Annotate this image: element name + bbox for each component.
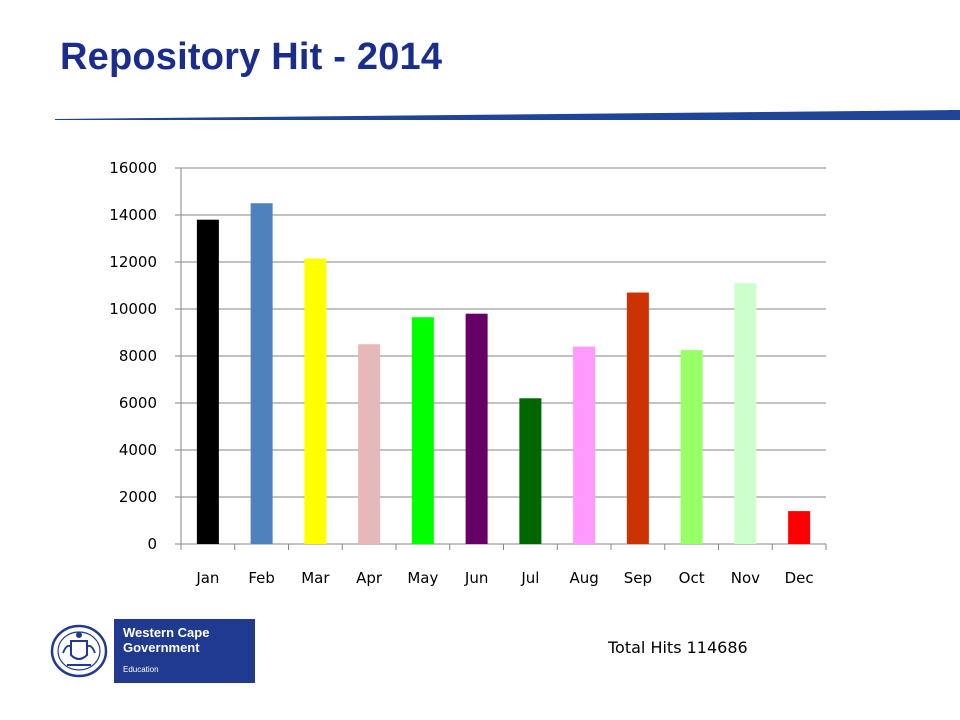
y-tick-label: 16000 (109, 159, 157, 177)
total-hits-label: Total Hits 114686 (608, 638, 748, 657)
bar-mar (304, 258, 327, 544)
x-axis-tick-labels: Jan Feb Mar Apr May Jun Jul Aug Sep Oct Nov Dec (195, 569, 813, 587)
y-axis-tick-labels: 0 2000 4000 6000 8000 10000 12000 14000 16000 (109, 159, 157, 553)
y-tick-label: 8000 (119, 347, 157, 365)
logo-text: Western Cape Government Education (114, 619, 209, 683)
chart-axes (175, 168, 827, 550)
logo-name-line1: Western Cape (123, 625, 210, 640)
y-tick-label: 6000 (119, 394, 157, 412)
x-tick-label: Dec (785, 569, 814, 587)
bar-dec (788, 511, 811, 544)
x-tick-label: Apr (356, 569, 383, 587)
bar-jul (519, 398, 542, 544)
y-tick-label: 2000 (119, 488, 157, 506)
y-tick-label: 14000 (109, 206, 157, 224)
bar-aug (573, 346, 596, 544)
y-tick-label: 12000 (109, 253, 157, 271)
header-divider-bar (55, 110, 960, 120)
x-tick-label: Feb (248, 569, 275, 587)
header-divider-square (948, 110, 960, 120)
x-tick-label: Oct (679, 569, 705, 587)
y-tick-label: 10000 (109, 300, 157, 318)
bar-may (411, 317, 434, 544)
y-tick-label: 4000 (119, 441, 157, 459)
bar-apr (358, 344, 381, 544)
bar-jun (465, 313, 488, 544)
logo-name-line2: Government (123, 640, 200, 655)
logo-department: Education (123, 665, 159, 674)
header-divider (55, 110, 960, 120)
western-cape-government-logo: Western Cape Government Education (44, 619, 255, 683)
y-tick-label: 0 (147, 535, 157, 553)
x-tick-label: Nov (731, 569, 760, 587)
bar-feb (250, 203, 273, 544)
chart-bars (196, 203, 811, 544)
x-tick-label: Sep (624, 569, 652, 587)
bar-jan (196, 219, 219, 544)
chart-gridlines (175, 167, 826, 498)
x-tick-label: May (407, 569, 438, 587)
bar-sep (626, 292, 649, 544)
crest-box (44, 619, 114, 683)
slide-title: Repository Hit - 2014 (60, 36, 443, 78)
bar-oct (680, 350, 703, 544)
x-tick-label: Jul (520, 569, 539, 587)
coat-of-arms-crest-icon (50, 624, 108, 678)
bar-nov (734, 283, 757, 544)
x-tick-label: Jun (464, 569, 488, 587)
x-tick-label: Aug (569, 569, 598, 587)
x-tick-label: Mar (301, 569, 330, 587)
x-tick-label: Jan (195, 569, 219, 587)
